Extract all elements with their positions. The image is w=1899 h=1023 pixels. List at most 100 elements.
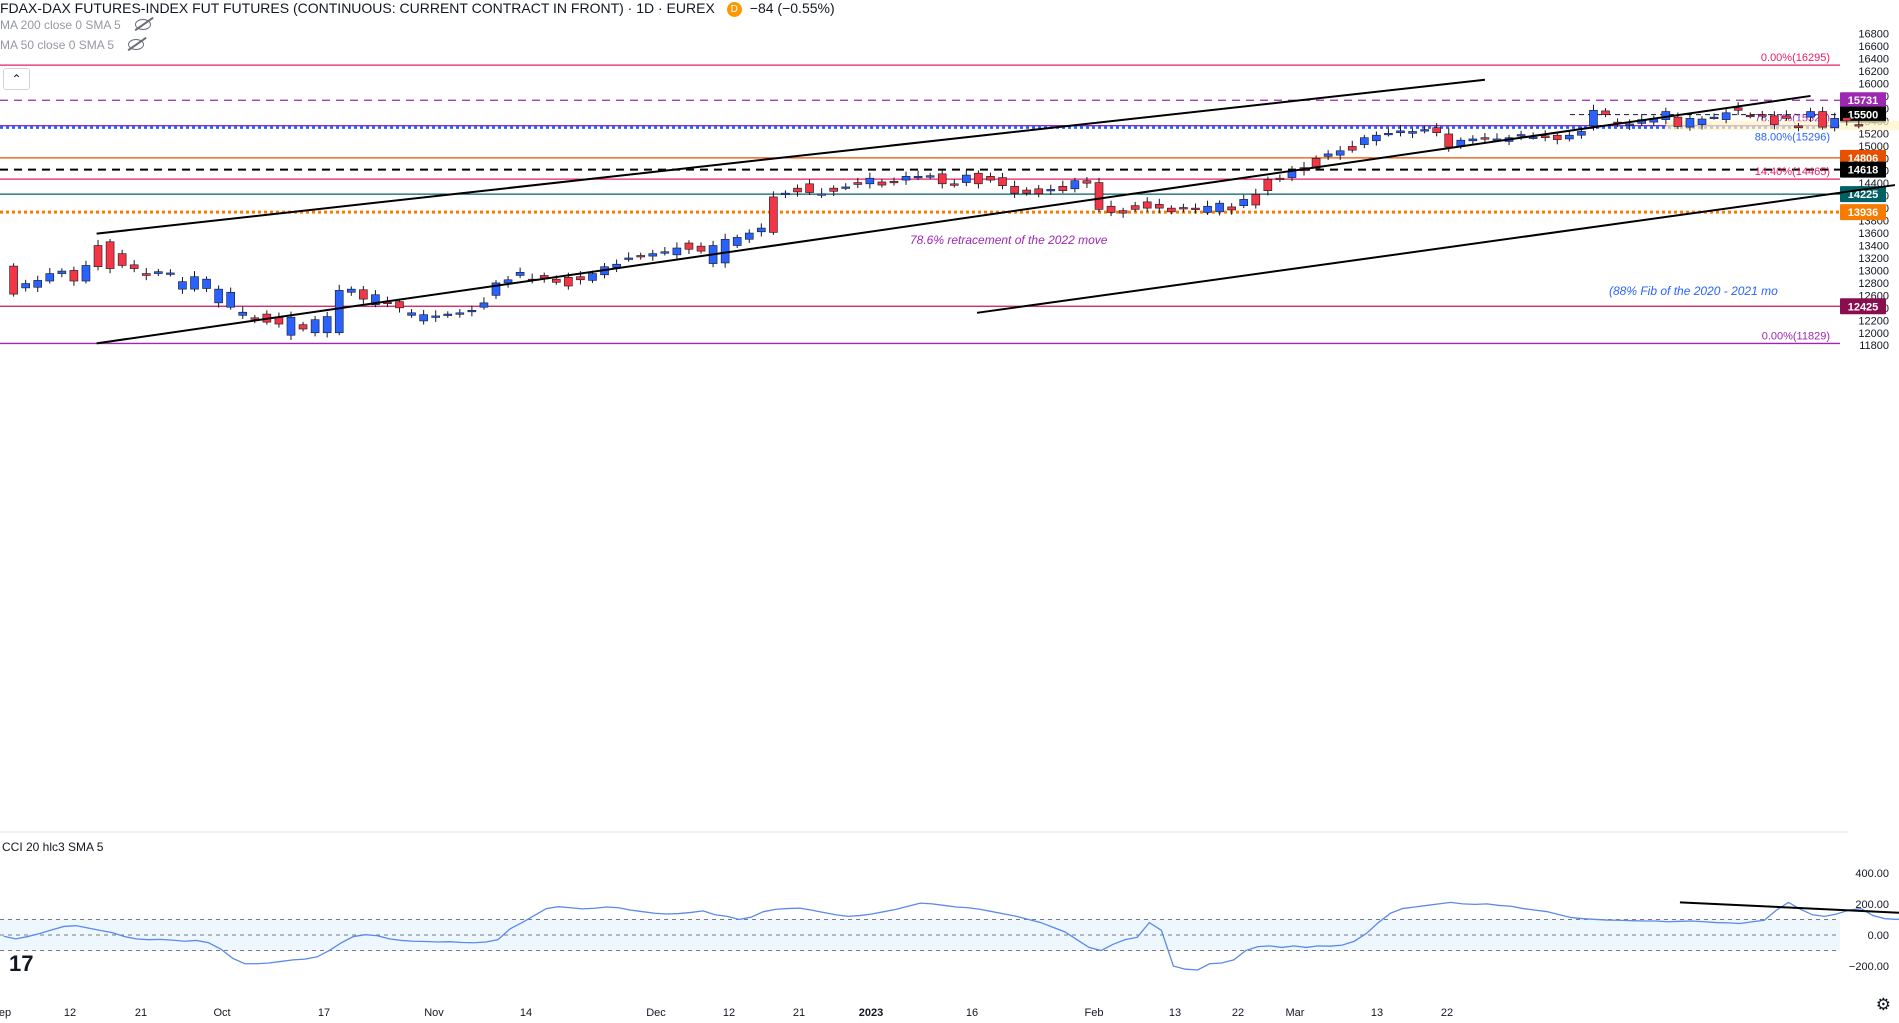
candle-down [1480, 137, 1490, 140]
candle-down [1130, 205, 1140, 210]
trend-line [96, 78, 1486, 235]
candle-down [1263, 179, 1273, 191]
candle-up [202, 278, 211, 289]
candle-up [925, 175, 935, 178]
candle-up [865, 177, 875, 185]
time-tick-label: 21 [793, 1007, 805, 1019]
candle-up [81, 265, 91, 282]
price-tag-label: 14618 [1848, 165, 1879, 177]
candle-up [1215, 202, 1224, 213]
annotation-fib: (88% Fib of the 2020 - 2021 mo [1609, 284, 1778, 298]
candle-up [503, 279, 513, 284]
candle-up [491, 282, 501, 296]
fib-level-label: 88.00%(15296) [1755, 131, 1830, 143]
candle-down [769, 196, 778, 233]
price-tick-label: 12800 [1858, 278, 1889, 290]
candle-up [624, 257, 633, 260]
candle-up [1721, 112, 1731, 120]
price-tick-label: 16400 [1858, 54, 1889, 66]
price-tick-label: 16200 [1858, 66, 1889, 78]
candle-up [1468, 138, 1478, 142]
time-tick-label: Mar [1286, 1007, 1305, 1019]
time-tick-label: 13 [1169, 1007, 1181, 1019]
candle-down [998, 177, 1007, 186]
candle-up [286, 316, 296, 336]
ma50-legend[interactable]: MA 50 close 0 SMA 5 [0, 38, 145, 52]
price-tick-label: 16600 [1858, 41, 1889, 53]
candle-up [346, 288, 356, 293]
price-tag-label: 13936 [1848, 207, 1879, 219]
candle-up [1625, 123, 1634, 126]
candle-up [226, 291, 235, 308]
candle-down [937, 173, 947, 185]
time-tick-label: 22 [1232, 1007, 1244, 1019]
candle-down [636, 255, 646, 258]
price-tick-label: 13200 [1858, 253, 1889, 265]
ma200-label: MA 200 close 0 SMA 5 [0, 18, 121, 32]
tradingview-logo-icon[interactable]: 17 [9, 951, 34, 976]
price-tick-label: 15200 [1858, 128, 1889, 140]
candle-down [1058, 186, 1068, 191]
price-tag-label: 14225 [1848, 189, 1879, 201]
eye-hidden-icon[interactable] [134, 19, 151, 30]
fib-level-label: 0.00%(11829) [1762, 330, 1830, 342]
gear-icon[interactable]: ⚙ [1875, 995, 1891, 1014]
candle-up [781, 192, 790, 195]
candle-up [515, 272, 525, 276]
price-change: −84 (−0.55%) [749, 0, 835, 16]
candle-down [551, 278, 561, 283]
time-tick-label: 16 [966, 1007, 978, 1019]
candle-up [588, 273, 597, 281]
time-tick-label: 12 [64, 1007, 76, 1019]
candle-down [889, 181, 899, 184]
candle-up [1384, 133, 1393, 136]
candle-up [455, 312, 465, 315]
candle-up [1323, 153, 1333, 157]
candle-down [1552, 134, 1562, 140]
candle-down [1347, 146, 1357, 151]
candle-down [1432, 127, 1441, 134]
candle-down [1540, 135, 1550, 138]
candle-down [1673, 116, 1683, 127]
time-tick-label: Nov [424, 1007, 444, 1019]
cci-legend[interactable]: CCI 20 hlc3 SMA 5 [2, 840, 104, 854]
candle-down [105, 241, 115, 269]
price-tag [1840, 161, 1886, 178]
candle-up [732, 237, 742, 246]
cci-tick-label: 0.00 [1868, 930, 1889, 942]
candle-down [1010, 186, 1019, 194]
cci-tick-label: −200.00 [1849, 961, 1889, 973]
candle-up [1565, 134, 1574, 140]
candle-down [1106, 205, 1116, 213]
price-tag-label: 12425 [1848, 301, 1879, 313]
candle-down [117, 253, 127, 266]
candle-down [1191, 207, 1200, 210]
chevron-up-icon: ⌃ [11, 72, 22, 86]
collapse-legend-button[interactable]: ⌃ [3, 68, 30, 90]
price-tick-label: 12000 [1858, 328, 1889, 340]
candle-up [1239, 199, 1249, 206]
delayed-data-badge[interactable]: D [726, 2, 742, 17]
candle-down [1034, 188, 1043, 195]
eye-hidden-icon[interactable] [128, 39, 145, 50]
ma200-legend[interactable]: MA 200 close 0 SMA 5 [0, 18, 151, 32]
candle-down [1733, 107, 1743, 111]
trend-line [976, 184, 1896, 314]
candle-down [1601, 110, 1610, 115]
time-tick-label: Feb [1085, 1007, 1104, 1019]
annotation-retracement: 78.6% retracement of the 2022 move [910, 233, 1108, 247]
candle-up [612, 263, 621, 268]
candle-up [648, 253, 658, 257]
time-tick-label: 12 [723, 1007, 735, 1019]
price-tick-label: 16800 [1858, 29, 1889, 41]
candle-up [1806, 111, 1815, 118]
candle-down [1118, 210, 1128, 214]
candle-up [21, 283, 30, 289]
candle-up [1070, 180, 1080, 190]
candle-up [1697, 118, 1707, 125]
symbol-title[interactable]: FDAX-DAX FUTURES-INDEX FUT FUTURES (CONT… [0, 0, 715, 16]
candle-up [407, 312, 416, 316]
candle-up [901, 176, 911, 181]
candle-down [298, 324, 308, 330]
